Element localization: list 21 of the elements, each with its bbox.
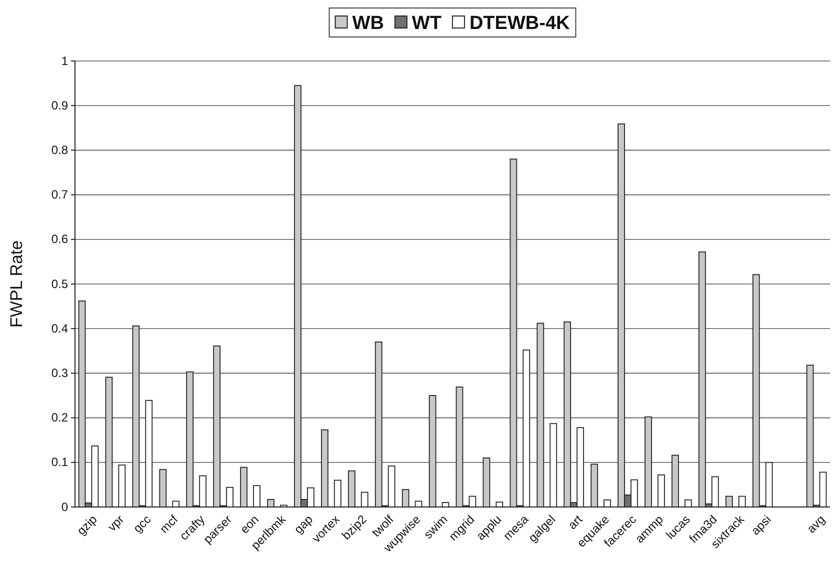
y-tick-label: 0.5 bbox=[51, 276, 68, 291]
y-tick-label: 0.4 bbox=[51, 321, 68, 336]
y-tick-label: 0.7 bbox=[51, 188, 68, 202]
y-tick-label: 1 bbox=[61, 54, 68, 68]
legend-label: WT bbox=[412, 12, 442, 34]
y-tick-label: 0.1 bbox=[51, 455, 68, 470]
y-tick-label: 0.9 bbox=[51, 98, 68, 112]
x-tick-label: mcf bbox=[157, 512, 182, 536]
x-tick-label: gcc bbox=[130, 512, 154, 536]
y-tick-label: 0.8 bbox=[51, 143, 68, 158]
y-tick-label: 0.3 bbox=[51, 366, 68, 380]
y-axis-title: FWPL Rate bbox=[7, 240, 26, 328]
y-tick-label: 0.6 bbox=[51, 232, 68, 246]
y-tick-label: 0.2 bbox=[51, 410, 68, 425]
y-tick-label: 0 bbox=[61, 500, 68, 514]
x-tick-label: gzip bbox=[74, 512, 100, 538]
legend-label: DTEWB-4K bbox=[469, 12, 570, 34]
x-tick-label: vpr bbox=[104, 512, 127, 534]
x-tick-label: gap bbox=[291, 512, 316, 536]
legend-label: WB bbox=[352, 12, 384, 34]
x-tick-label: avg bbox=[804, 512, 828, 536]
